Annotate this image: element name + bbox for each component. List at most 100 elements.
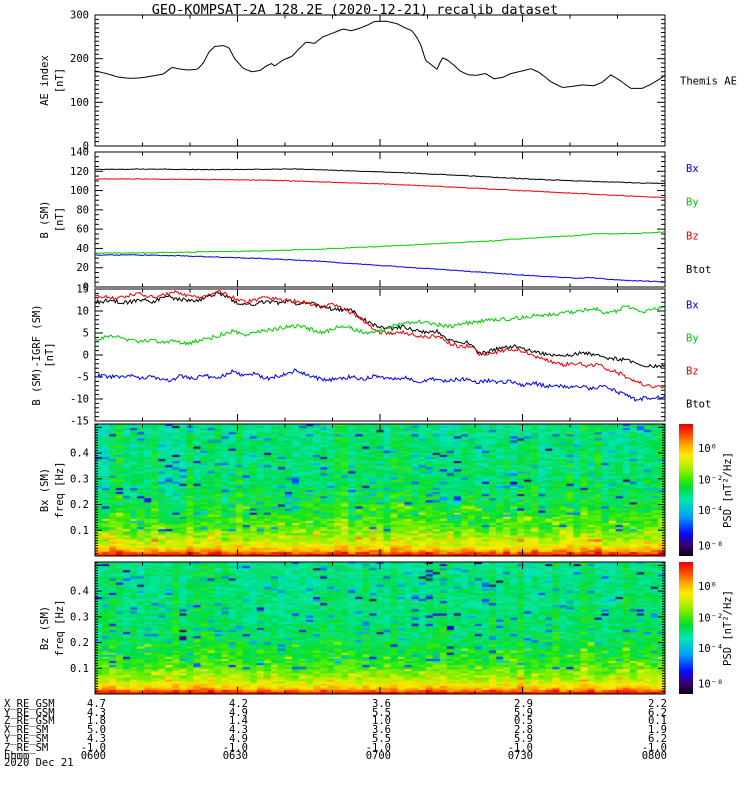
b-sm-minus-igrf-frame — [94, 288, 666, 422]
b-sm-minus-igrf-ytick-label: 5 — [83, 328, 89, 340]
ephemeris-value: 2.2 — [648, 698, 667, 710]
b-sm-ytick-label: 80 — [76, 204, 89, 216]
ephemeris-block: X_RE_GSM 4.7 4.2 3.6 2.9 2.2 Y_RE_GSM 4.3 4.9 5.5… — [0, 0, 750, 762]
b-sm-minus-igrf-ylabel: [nT] — [44, 342, 56, 367]
b-sm-ytick-label: 100 — [70, 185, 89, 197]
ephemeris-row-label: Y_RE_GSM — [4, 706, 55, 719]
colorbar-tick-label: 10⁻⁴ — [698, 643, 723, 655]
psd-colorbar-label: PSD [nT²/Hz] — [722, 452, 734, 528]
ephemeris-value: 3.6 — [372, 698, 391, 710]
time-tick-label: 0800 — [641, 750, 667, 763]
b-sm-ylabel: B (SM) — [39, 201, 51, 239]
b-sm-legend-by: By — [686, 197, 699, 209]
bz-spectrogram-ylabel: Bz (SM) — [39, 606, 51, 650]
b-sm-series-btot — [94, 168, 666, 185]
b-sm-ytick-label: 140 — [70, 147, 89, 159]
ephemeris-value: 5.5 — [372, 732, 391, 745]
b-sm-legend-btot: Btot — [686, 264, 711, 276]
ephemeris-value: 5.5 — [372, 706, 391, 719]
ephemeris-value: 1.8 — [87, 715, 106, 728]
psd-colorbar-label: PSD [nT²/Hz] — [722, 590, 734, 666]
b-sm-minus-igrf-ytick-label: 10 — [76, 306, 89, 318]
ephemeris-value: -1.0 — [365, 741, 391, 754]
bz-spectrogram-ytick-label: 0.2 — [70, 637, 89, 649]
colorbar-tick-label: 10⁰ — [698, 581, 717, 593]
bz-spectrogram-ylabel: freq [Hz] — [54, 600, 66, 657]
bx-spectrogram-ytick-label: 0.4 — [70, 448, 89, 460]
b-sm-minus-igrf-legend-bz: Bz — [686, 366, 699, 378]
ephemeris-value: 1.4 — [229, 715, 248, 728]
bx-spectrogram-ytick-label: 0.3 — [70, 473, 89, 485]
b-sm-minus-igrf-ytick-label: 15 — [76, 284, 89, 296]
ephemeris-row-label: Z_RE_SM — [4, 741, 49, 754]
bz-spectrogram-canvas — [95, 562, 665, 694]
bz-spectrogram-ytick-label: 0.3 — [70, 611, 89, 623]
b-sm-minus-igrf-ylabel: B (SM)-IGRF (SM) — [31, 304, 43, 405]
bx-spectrogram-ytick-label: 0.2 — [70, 499, 89, 511]
colorbar-tick-label: 10⁰ — [698, 443, 717, 455]
plot-title: GEO-KOMPSAT-2A 128.2E (2020-12-21) recal… — [151, 2, 559, 18]
b-sm-minus-igrf-ytick-label: 0 — [83, 350, 89, 362]
ephemeris-value: 4.9 — [229, 732, 248, 745]
ephemeris-value: 0.5 — [514, 715, 533, 728]
b-sm-ytick-label: 20 — [76, 262, 89, 274]
time-tick-label: 0600 — [80, 750, 106, 763]
b-sm-ytick-label: 60 — [76, 224, 89, 236]
ephemeris-value: 5.0 — [87, 724, 106, 737]
ephemeris-value: 5.9 — [514, 732, 533, 745]
b-sm-frame — [94, 151, 666, 288]
time-tick-label: 0730 — [507, 750, 533, 763]
colorbar-tick-label: 10⁻² — [698, 612, 723, 624]
ephemeris-value: 4.3 — [229, 724, 248, 737]
psd-colorbar — [679, 424, 693, 556]
ephemeris-row-label: X_RE_SM — [4, 724, 49, 737]
b-sm-minus-igrf-ytick-label: -5 — [76, 372, 89, 384]
ae-index-ytick-label: 0 — [83, 141, 89, 153]
b-sm-ylabel: [nT] — [54, 207, 66, 232]
b-sm-minus-igrf-legend-bx: Bx — [686, 300, 699, 312]
ephemeris-value: 0.1 — [648, 715, 667, 728]
b-sm-minus-igrf-series-btot — [94, 290, 666, 369]
bx-spectrogram-ylabel: freq [Hz] — [54, 462, 66, 519]
ephemeris-value: 4.7 — [87, 698, 106, 710]
bx-spectrogram-ytick-label: 0.1 — [70, 525, 89, 537]
ephemeris-value: 4.3 — [87, 732, 106, 745]
ephemeris-value: -1.0 — [80, 741, 106, 754]
ephemeris-value: -1.0 — [507, 741, 533, 754]
b-sm-legend-bx: Bx — [686, 163, 699, 175]
ephemeris-value: 3.6 — [372, 724, 391, 737]
colorbar-tick-label: 10⁻⁸ — [698, 540, 723, 552]
time-tick-label: 0700 — [365, 750, 391, 763]
b-sm-ytick-label: 120 — [70, 166, 89, 178]
b-sm-minus-igrf-ytick-label: -10 — [70, 394, 89, 406]
ephemeris-row-label: Y_RE_SM — [4, 732, 49, 745]
ephemeris-value: -1.0 — [222, 741, 248, 754]
b-sm-minus-igrf-series-bx — [94, 368, 666, 403]
ephemeris-value: 6.2 — [648, 706, 667, 719]
ephemeris-row-label: Z_RE_GSM — [4, 715, 55, 728]
ephemeris-value: -1.0 — [641, 741, 667, 754]
ephemeris-value: 1.0 — [372, 715, 391, 728]
date-label: 2020 Dec 21 — [4, 757, 74, 769]
b-sm-minus-igrf-legend-btot: Btot — [686, 399, 711, 411]
colorbar-tick-label: 10⁻² — [698, 474, 723, 486]
ephemeris-value: 4.9 — [229, 706, 248, 719]
bz-spectrogram-ytick-label: 0.1 — [70, 663, 89, 675]
b-sm-ytick-label: 0 — [83, 282, 89, 294]
ephemeris-value: 6.2 — [648, 732, 667, 745]
bz-spectrogram-ytick-label: 0.4 — [70, 586, 89, 598]
bx-spectrogram-canvas — [95, 424, 665, 556]
b-sm-series-bz — [94, 178, 666, 199]
b-sm-ytick-label: 40 — [76, 243, 89, 255]
ephemeris-value: 4.2 — [229, 698, 248, 710]
b-sm-series-bx — [95, 253, 666, 283]
ephemeris-row-label: X_RE_GSM — [4, 698, 55, 710]
b-sm-legend-bz: Bz — [686, 230, 699, 242]
colorbar-tick-label: 10⁻⁸ — [698, 678, 723, 690]
psd-colorbar — [679, 562, 693, 694]
ephemeris-value: 2.8 — [514, 724, 533, 737]
time-tick-label: 0630 — [222, 750, 248, 763]
b-sm-minus-igrf-series-by — [94, 305, 666, 346]
ephemeris-value: 5.9 — [514, 706, 533, 719]
